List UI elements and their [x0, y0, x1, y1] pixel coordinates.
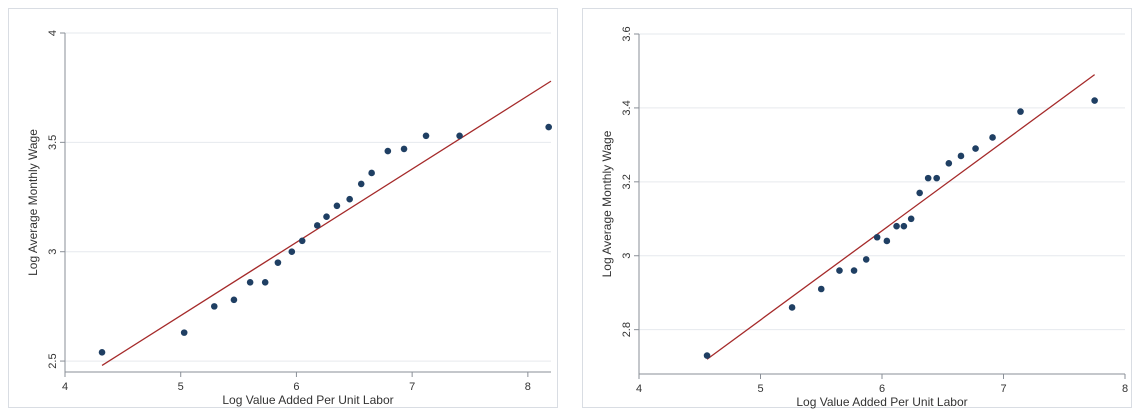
data-point [323, 213, 330, 221]
y-tick-label: 3.6 [621, 26, 633, 41]
right-scatter-chart: 2.8 3 3.2 3.4 3.6 4 5 6 7 8 Log Value Added Per Un… [600, 26, 1128, 409]
x-axis-title: Log Value Added Per Unit Labor [222, 393, 393, 407]
x-axis-title: Log Value Added Per Unit Labor [796, 395, 967, 409]
data-point [924, 174, 932, 182]
x-tick-label: 8 [1122, 383, 1128, 395]
data-point [422, 132, 430, 140]
data-point [989, 134, 996, 141]
y-tick-label: 4 [47, 30, 59, 36]
data-point [817, 285, 825, 293]
y-tick-label: 3 [47, 249, 59, 255]
data-point [972, 145, 979, 152]
x-tick-label: 8 [525, 381, 531, 393]
data-point [703, 352, 711, 359]
data-point [862, 256, 870, 263]
fitted-line [101, 80, 552, 366]
y-tick-label: 2.8 [621, 322, 633, 337]
data-point [907, 215, 915, 223]
data-point [274, 259, 282, 266]
data-point [545, 123, 552, 131]
data-point [1091, 97, 1098, 104]
data-point [261, 279, 269, 286]
left-scatter-chart: 2.5 3 3.5 4 4 5 6 7 8 Log Value Added Per Unit La… [26, 30, 552, 407]
data-point [210, 303, 218, 310]
y-tick-label: 3.2 [621, 174, 633, 189]
data-point [456, 132, 463, 140]
data-point [384, 147, 392, 155]
data-point [883, 237, 891, 245]
data-point [180, 329, 188, 336]
data-point [900, 222, 908, 230]
data-point [368, 169, 375, 177]
x-tick-label: 7 [409, 381, 415, 393]
data-point [945, 160, 953, 167]
data-point [230, 296, 238, 304]
data-point [246, 279, 254, 286]
y-axis-title: Log Average Monthly Wage [600, 130, 614, 277]
x-tick-label: 6 [293, 381, 299, 393]
fitted-line [706, 74, 1096, 360]
x-tick-label: 4 [636, 383, 642, 395]
data-point [957, 152, 965, 160]
x-tick-label: 4 [62, 381, 68, 393]
data-point [346, 195, 353, 203]
x-tick-label: 5 [178, 381, 184, 393]
y-tick-label: 2.5 [47, 353, 59, 368]
x-tick-label: 5 [757, 383, 763, 395]
y-tick-label: 3.4 [621, 100, 633, 115]
y-tick-label: 3.5 [47, 135, 59, 150]
data-point [933, 174, 940, 182]
data-point [333, 202, 341, 210]
data-point [400, 145, 408, 153]
data-point [850, 267, 858, 274]
y-tick-label: 3 [621, 253, 633, 259]
data-point [313, 222, 321, 229]
x-tick-label: 7 [1000, 383, 1006, 395]
data-point [298, 237, 306, 245]
data-point [916, 189, 923, 197]
data-point [1017, 108, 1024, 115]
y-axis-title: Log Average Monthly Wage [26, 129, 40, 276]
data-point [893, 222, 900, 230]
data-point [836, 267, 843, 274]
data-point [357, 180, 365, 188]
right-chart-panel: 2.8 3 3.2 3.4 3.6 4 5 6 7 8 Log Value Added Per Un… [582, 8, 1132, 409]
left-chart-panel: 2.5 3 3.5 4 4 5 6 7 8 Log Value Added Per Unit La… [8, 8, 558, 408]
data-point [873, 233, 881, 241]
data-point [98, 349, 106, 356]
x-tick-label: 6 [879, 383, 885, 395]
data-point [788, 304, 796, 311]
data-point [288, 248, 296, 256]
